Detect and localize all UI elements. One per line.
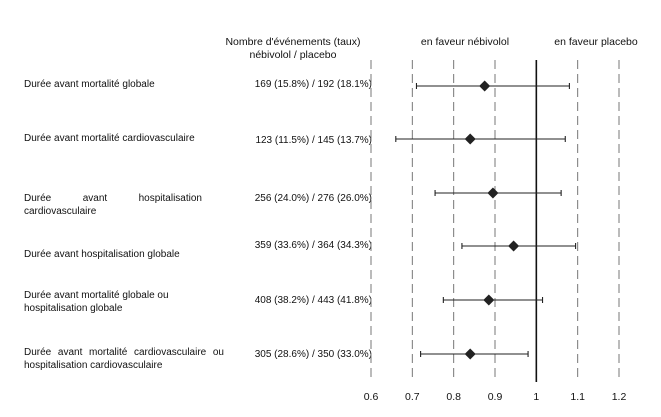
estimate-marker-2 xyxy=(464,133,476,145)
events-column-header: Nombre d'événements (taux) nébivolol / p… xyxy=(218,36,368,62)
row-events-3: 256 (24.0%) / 276 (26.0%) xyxy=(254,193,372,204)
estimate-marker-1 xyxy=(479,80,491,92)
row-events-1: 169 (15.8%) / 192 (18.1%) xyxy=(254,79,372,90)
row-events-6: 305 (28.6%) / 350 (33.0%) xyxy=(254,349,372,360)
row-label-2: Durée avant mortalité cardiovasculaire xyxy=(24,133,195,144)
row-events-5: 408 (38.2%) / 443 (41.8%) xyxy=(254,295,372,306)
row-label-4: Durée avant hospitalisation globale xyxy=(24,249,180,260)
estimate-marker-3 xyxy=(487,187,499,199)
row-label-1: Durée avant mortalité globale xyxy=(24,79,155,90)
x-tick-label-1: 1 xyxy=(533,391,539,403)
x-tick-label-0.7: 0.7 xyxy=(405,391,420,403)
estimate-marker-4 xyxy=(508,240,520,252)
row-label-6: Durée avant mortalité cardiovasculaire o… xyxy=(24,347,224,371)
estimate-marker-6 xyxy=(464,348,476,360)
x-tick-label-1.2: 1.2 xyxy=(612,391,627,403)
x-tick-label-0.8: 0.8 xyxy=(446,391,461,403)
row-events-2: 123 (11.5%) / 145 (13.7%) xyxy=(255,135,372,146)
favor-nebivolol-label: en faveur nébivolol xyxy=(420,36,510,48)
row-events-4: 359 (33.6%) / 364 (34.3%) xyxy=(254,240,372,251)
x-tick-label-0.9: 0.9 xyxy=(488,391,503,403)
favor-placebo-label: en faveur placebo xyxy=(554,36,638,48)
row-label-5: Durée avant mortalité globale ou hospita… xyxy=(24,290,169,314)
events-column-title: Nombre d'événements (taux) xyxy=(225,36,361,48)
x-tick-label-0.6: 0.6 xyxy=(364,391,379,403)
estimate-marker-5 xyxy=(483,294,495,306)
events-column-subtitle: nébivolol / placebo xyxy=(249,49,337,61)
row-label-3: Durée avant hospitalisation cardiovascul… xyxy=(24,193,202,217)
x-tick-label-1.1: 1.1 xyxy=(570,391,585,403)
